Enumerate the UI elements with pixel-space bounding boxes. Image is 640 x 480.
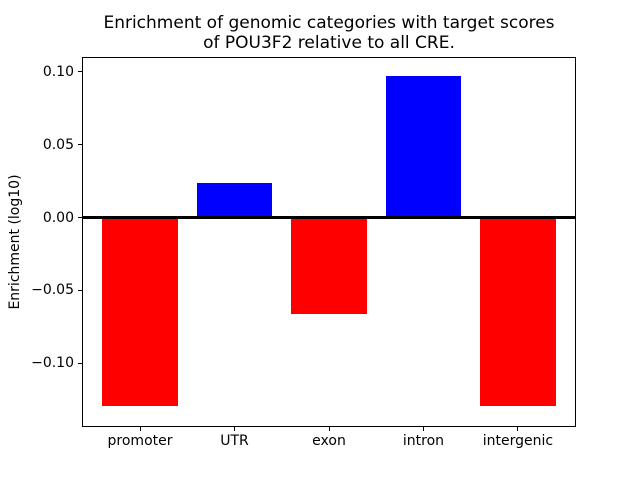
x-tick-mark bbox=[328, 427, 330, 431]
y-tick-label: −0.05 bbox=[31, 282, 74, 299]
bar-intergenic bbox=[480, 217, 556, 406]
chart-title: Enrichment of genomic categories with ta… bbox=[82, 13, 576, 53]
x-tick-mark bbox=[234, 427, 235, 431]
bar-exon bbox=[291, 217, 367, 314]
x-tick-label-promoter: promoter bbox=[107, 433, 173, 449]
chart-title-line-1: Enrichment of genomic categories with ta… bbox=[103, 13, 555, 33]
bar-intron bbox=[385, 76, 462, 218]
y-tick-mark bbox=[78, 289, 82, 291]
x-tick-mark bbox=[517, 427, 519, 431]
y-tick-label: 0.05 bbox=[42, 136, 74, 153]
bar-promoter bbox=[102, 217, 178, 406]
x-tick-label-intron: intron bbox=[402, 433, 445, 449]
x-tick-label-exon: exon bbox=[312, 433, 346, 449]
chart-title-line-2: of POU3F2 relative to all CRE. bbox=[203, 33, 455, 54]
x-tick-mark bbox=[139, 427, 141, 431]
x-tick-label-UTR: UTR bbox=[220, 433, 249, 449]
x-tick-mark bbox=[422, 427, 424, 431]
zero-line bbox=[82, 216, 576, 219]
y-tick-mark bbox=[78, 217, 82, 218]
x-tick-label-intergenic: intergenic bbox=[482, 433, 554, 449]
y-tick-mark bbox=[78, 71, 82, 73]
y-tick-mark bbox=[78, 144, 82, 146]
y-tick-label: 0.00 bbox=[42, 209, 74, 226]
y-tick-label: 0.10 bbox=[42, 63, 74, 80]
y-tick-mark bbox=[78, 362, 82, 364]
y-tick-label: −0.10 bbox=[31, 355, 74, 372]
bar-UTR bbox=[196, 182, 273, 218]
